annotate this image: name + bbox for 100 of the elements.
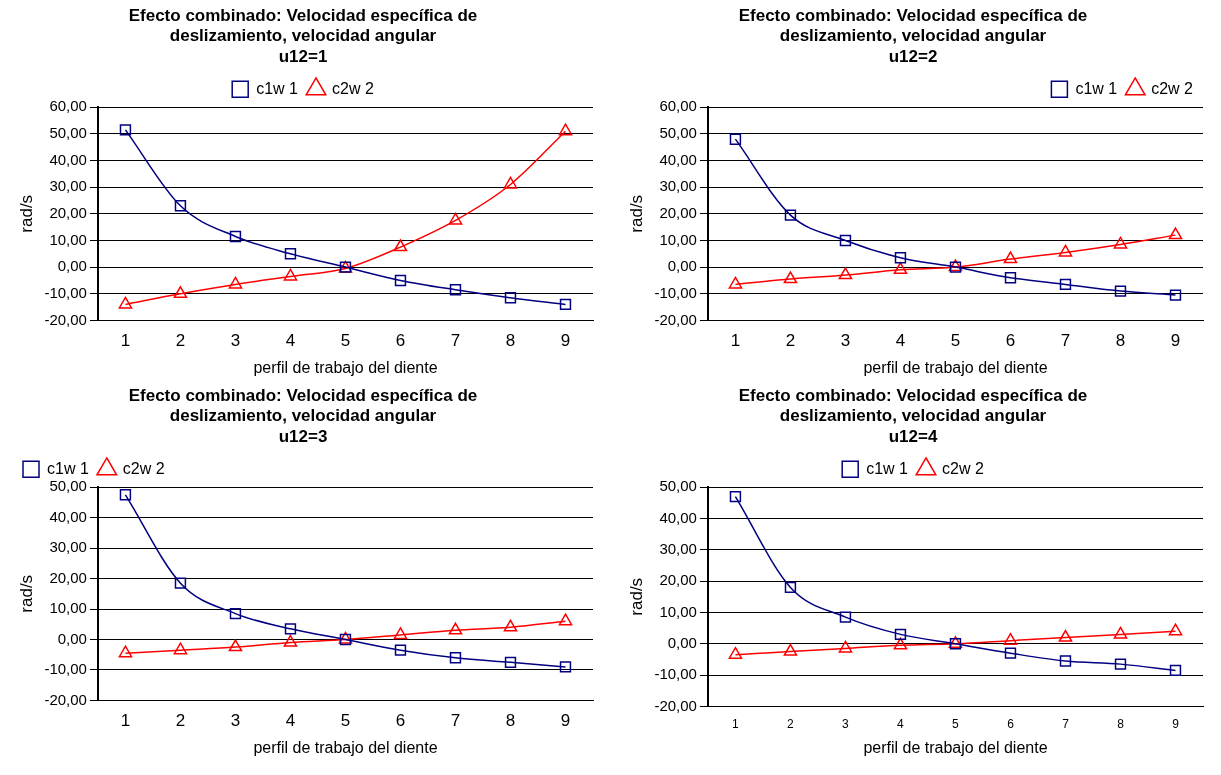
point <box>1113 236 1128 249</box>
point <box>173 642 188 655</box>
y-tick-label: 20,00 <box>49 568 87 586</box>
point <box>118 645 133 658</box>
point <box>1113 626 1128 639</box>
x-tick-label: 4 <box>895 331 906 351</box>
y-tick-label: 40,00 <box>49 507 87 525</box>
point <box>283 268 298 281</box>
y-tick-label: -20,00 <box>44 690 87 708</box>
x-tick-label: 9 <box>560 711 571 731</box>
point <box>559 298 572 311</box>
point <box>1169 664 1182 677</box>
point <box>284 623 297 635</box>
point <box>728 276 743 289</box>
point <box>449 652 462 664</box>
point <box>1114 285 1127 297</box>
y-tick-label: 10,00 <box>659 602 697 620</box>
x-tick-label: 6 <box>1005 331 1016 351</box>
x-tick-label: 1 <box>120 711 131 731</box>
point <box>448 212 463 225</box>
y-tick-label: 10,00 <box>49 599 87 617</box>
point <box>1168 227 1183 240</box>
point <box>503 176 518 189</box>
point <box>558 613 573 626</box>
x-tick-label: 6 <box>1007 716 1015 731</box>
y-tick-label: -20,00 <box>654 696 697 714</box>
y-tick-label: 40,00 <box>659 150 697 168</box>
y-tick-label: 10,00 <box>49 230 87 248</box>
point <box>283 634 298 647</box>
x-tick-label: 7 <box>450 711 461 731</box>
y-tick-label: -10,00 <box>44 660 87 678</box>
x-tick-label: 5 <box>950 331 961 351</box>
x-tick-label: 9 <box>560 331 571 351</box>
point <box>449 284 462 296</box>
point <box>784 209 797 221</box>
x-tick-label: 2 <box>785 331 796 351</box>
point <box>784 581 797 594</box>
x-tick-label: 5 <box>952 716 960 731</box>
x-tick-label: 6 <box>395 711 406 731</box>
x-tick-label: 4 <box>897 716 905 731</box>
point <box>174 577 187 589</box>
point <box>838 640 853 653</box>
legend-label: c1w 1 <box>1075 79 1118 97</box>
point <box>504 292 517 304</box>
point <box>173 286 188 298</box>
point <box>174 200 187 212</box>
point <box>783 271 798 284</box>
point <box>1059 278 1072 291</box>
x-tick-label: 4 <box>285 711 296 731</box>
point <box>284 248 297 260</box>
point <box>393 239 408 252</box>
legend-label: c2w 2 <box>122 459 165 477</box>
point <box>394 274 407 287</box>
y-tick-label: 50,00 <box>49 123 87 141</box>
y-tick-label: -10,00 <box>654 665 697 683</box>
legend-label: c1w 1 <box>866 459 909 477</box>
y-tick-label: -20,00 <box>654 310 697 328</box>
x-tick-label: 1 <box>120 331 131 351</box>
y-tick-label: 0,00 <box>57 629 87 647</box>
y-tick-label: 10,00 <box>659 230 697 248</box>
y-axis-title: rad/s <box>16 574 36 613</box>
x-tick-label: 4 <box>285 331 296 351</box>
y-tick-label: 0,00 <box>57 257 87 275</box>
point <box>839 234 852 247</box>
x-tick-label: 8 <box>1117 716 1125 731</box>
legend-label: c1w 1 <box>47 459 89 477</box>
chart-subtitle: u12=4 <box>888 426 938 446</box>
legend-label: c1w 1 <box>256 79 299 97</box>
point <box>783 643 798 656</box>
point <box>558 123 573 136</box>
y-axis-title: rad/s <box>16 194 36 233</box>
point <box>1058 629 1073 642</box>
y-tick-label: 30,00 <box>49 177 87 195</box>
x-tick-label: 8 <box>505 331 516 351</box>
x-tick-label: 8 <box>505 711 516 731</box>
point <box>1114 658 1127 670</box>
x-tick-label: 7 <box>1062 716 1070 731</box>
point <box>1169 289 1182 301</box>
point <box>228 639 243 652</box>
point <box>119 124 132 136</box>
point <box>1059 655 1072 667</box>
y-tick-label: 60,00 <box>49 97 87 115</box>
x-tick-label: 1 <box>730 331 741 351</box>
y-tick-label: 40,00 <box>49 150 87 168</box>
point <box>838 267 853 280</box>
point <box>728 646 743 659</box>
x-axis-title: perfil de trabajo del diente <box>863 358 1048 376</box>
y-tick-label: 50,00 <box>659 477 697 495</box>
x-tick-label: 8 <box>1115 331 1126 351</box>
point <box>1003 632 1018 645</box>
point <box>839 611 852 623</box>
point <box>229 230 242 243</box>
y-tick-label: 60,00 <box>659 97 697 115</box>
point <box>228 276 243 289</box>
x-tick-label: 7 <box>450 331 461 351</box>
x-tick-label: 3 <box>842 716 850 731</box>
point <box>894 252 907 264</box>
point <box>1058 244 1073 257</box>
x-tick-label: 9 <box>1170 331 1181 351</box>
x-tick-label: 5 <box>340 711 351 731</box>
